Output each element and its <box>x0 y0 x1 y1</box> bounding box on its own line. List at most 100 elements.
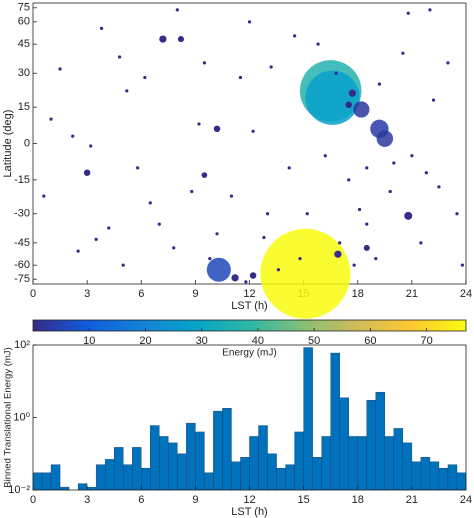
bar <box>213 410 223 491</box>
point <box>148 201 152 205</box>
bar <box>456 472 467 491</box>
point <box>215 232 219 236</box>
bar <box>32 472 43 491</box>
bar <box>95 464 106 491</box>
point <box>353 101 370 118</box>
point <box>460 263 465 267</box>
bar <box>411 461 422 491</box>
point <box>410 154 414 158</box>
y-tick-label: 45 <box>18 38 30 50</box>
bar <box>276 467 286 491</box>
point <box>251 129 255 133</box>
point <box>363 244 370 251</box>
point <box>249 272 257 279</box>
bar <box>267 453 277 491</box>
point <box>201 172 208 178</box>
bar <box>186 422 196 491</box>
point <box>247 20 252 24</box>
point <box>305 212 309 216</box>
point <box>208 256 212 261</box>
colorbar-tick-label: 20 <box>139 335 151 347</box>
x-tick-label: 3 <box>84 288 90 300</box>
x-tick-label: 12 <box>243 288 255 300</box>
x-tick-label: 21 <box>406 494 418 506</box>
y-tick-label: 10⁻² <box>8 484 30 496</box>
point <box>316 42 320 46</box>
bar <box>113 447 124 491</box>
point <box>117 55 122 59</box>
point <box>99 26 104 31</box>
bar <box>285 464 295 491</box>
bar <box>168 442 178 491</box>
bar <box>195 431 205 491</box>
x-tick-label: 12 <box>243 494 255 506</box>
x-axis-label: LST (h) <box>231 506 267 518</box>
point <box>231 274 239 282</box>
point <box>287 166 291 170</box>
bar <box>59 486 70 491</box>
y-tick-label: 60 <box>18 16 30 28</box>
bar <box>177 453 187 491</box>
point <box>177 36 184 43</box>
point <box>197 122 201 126</box>
x-tick-label: 21 <box>406 288 418 300</box>
x-axis-label: LST (h) <box>231 300 267 312</box>
bar <box>222 408 232 491</box>
x-tick-label: 9 <box>192 494 198 506</box>
x-tick-label: 3 <box>84 494 90 506</box>
y-tick-label: 0 <box>24 137 30 149</box>
bar <box>393 428 404 491</box>
bar <box>429 461 440 491</box>
point <box>143 75 147 80</box>
y-tick-label: -15 <box>14 174 30 186</box>
point <box>276 268 280 272</box>
point <box>392 161 396 165</box>
y-tick-label: -30 <box>14 208 30 220</box>
point <box>334 71 338 75</box>
point <box>345 101 352 109</box>
bar <box>420 457 431 491</box>
point <box>94 237 98 241</box>
y-tick-label: 15 <box>18 101 30 113</box>
bar <box>249 436 259 491</box>
point <box>260 228 351 319</box>
bar <box>402 442 413 491</box>
y-tick-label: -75 <box>14 273 30 285</box>
point <box>347 178 351 182</box>
point <box>107 226 111 230</box>
point <box>262 235 266 240</box>
point <box>338 241 342 245</box>
x-tick-label: 9 <box>192 288 198 300</box>
point <box>292 34 297 38</box>
colorbar <box>32 319 467 332</box>
point <box>269 65 273 69</box>
point <box>424 171 428 175</box>
point <box>265 212 270 216</box>
bar <box>438 467 449 491</box>
point <box>83 169 91 176</box>
y-axis-label: Binned Translational Energy (mJ) <box>3 347 14 487</box>
y-tick-label: -45 <box>14 237 30 249</box>
point <box>348 89 356 97</box>
point <box>388 189 392 194</box>
y-axis-label: Latitude (deg) <box>2 110 14 178</box>
bar <box>159 436 169 491</box>
bar <box>132 447 142 491</box>
x-tick-label: 0 <box>30 494 36 506</box>
colorbar-tick-label: 50 <box>308 335 320 347</box>
point <box>136 166 140 170</box>
y-tick-label: 10⁰ <box>13 411 30 423</box>
bar <box>339 397 349 491</box>
bar <box>204 472 214 491</box>
bar <box>77 483 88 491</box>
point <box>238 75 243 80</box>
point <box>213 125 221 133</box>
point <box>244 280 248 284</box>
x-tick-label: 6 <box>138 494 144 506</box>
bar <box>330 352 340 491</box>
point <box>202 61 207 65</box>
bar <box>312 457 322 491</box>
bar <box>41 472 52 491</box>
x-tick-label: 24 <box>460 288 472 300</box>
point <box>365 222 369 226</box>
